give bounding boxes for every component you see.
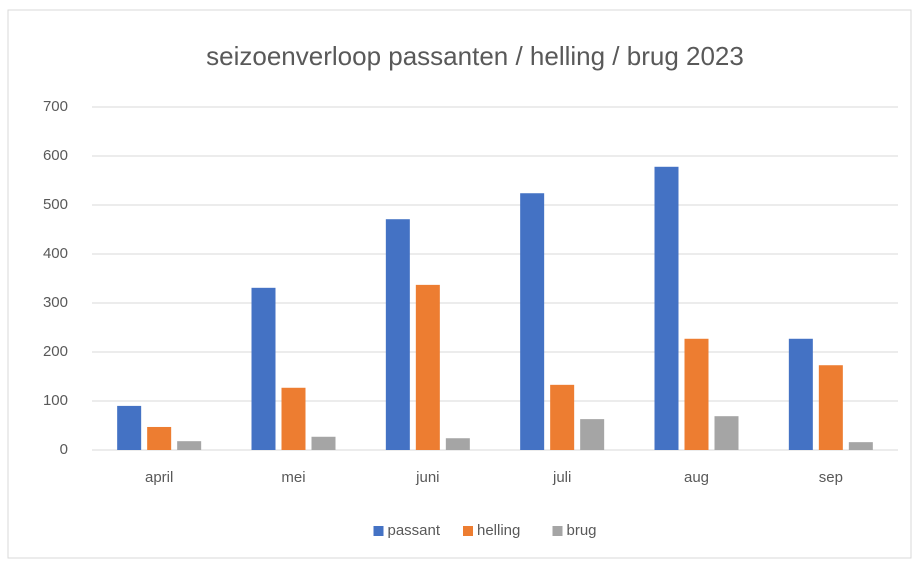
- bar: [177, 441, 202, 450]
- x-tick-label: april: [145, 469, 173, 486]
- bar: [251, 287, 276, 450]
- bar: [714, 416, 739, 450]
- bar: [848, 442, 873, 450]
- y-tick-label: 200: [43, 343, 68, 360]
- bar: [415, 284, 440, 450]
- bar: [550, 384, 575, 450]
- legend-label: brug: [567, 522, 597, 539]
- bar: [580, 419, 605, 450]
- bar: [445, 438, 470, 450]
- bar: [117, 405, 142, 450]
- legend-label: passant: [388, 522, 441, 539]
- y-tick-label: 300: [43, 294, 68, 311]
- bar: [684, 338, 709, 450]
- y-tick-label: 0: [60, 441, 68, 458]
- y-tick-label: 600: [43, 147, 68, 164]
- y-tick-label: 400: [43, 245, 68, 262]
- bar: [311, 436, 336, 450]
- y-tick-label: 100: [43, 392, 68, 409]
- y-tick-label: 700: [43, 98, 68, 115]
- bar: [520, 193, 545, 451]
- legend-label: helling: [477, 522, 520, 539]
- x-tick-label: sep: [819, 469, 843, 486]
- x-tick-label: juni: [415, 469, 439, 486]
- x-tick-label: mei: [281, 469, 305, 486]
- bar: [818, 365, 843, 450]
- bar: [654, 166, 679, 450]
- chart-frame: [7, 9, 912, 559]
- bar: [385, 219, 410, 450]
- legend-swatch: [373, 526, 384, 536]
- chart-title: seizoenverloop passanten / helling / bru…: [206, 41, 744, 71]
- legend-swatch: [463, 526, 473, 536]
- y-tick-label: 500: [43, 196, 68, 213]
- x-tick-label: juli: [552, 469, 571, 486]
- legend-swatch: [552, 526, 563, 536]
- bar: [788, 338, 813, 450]
- x-tick-label: aug: [684, 469, 709, 486]
- bar: [147, 426, 172, 450]
- bar: [281, 387, 306, 450]
